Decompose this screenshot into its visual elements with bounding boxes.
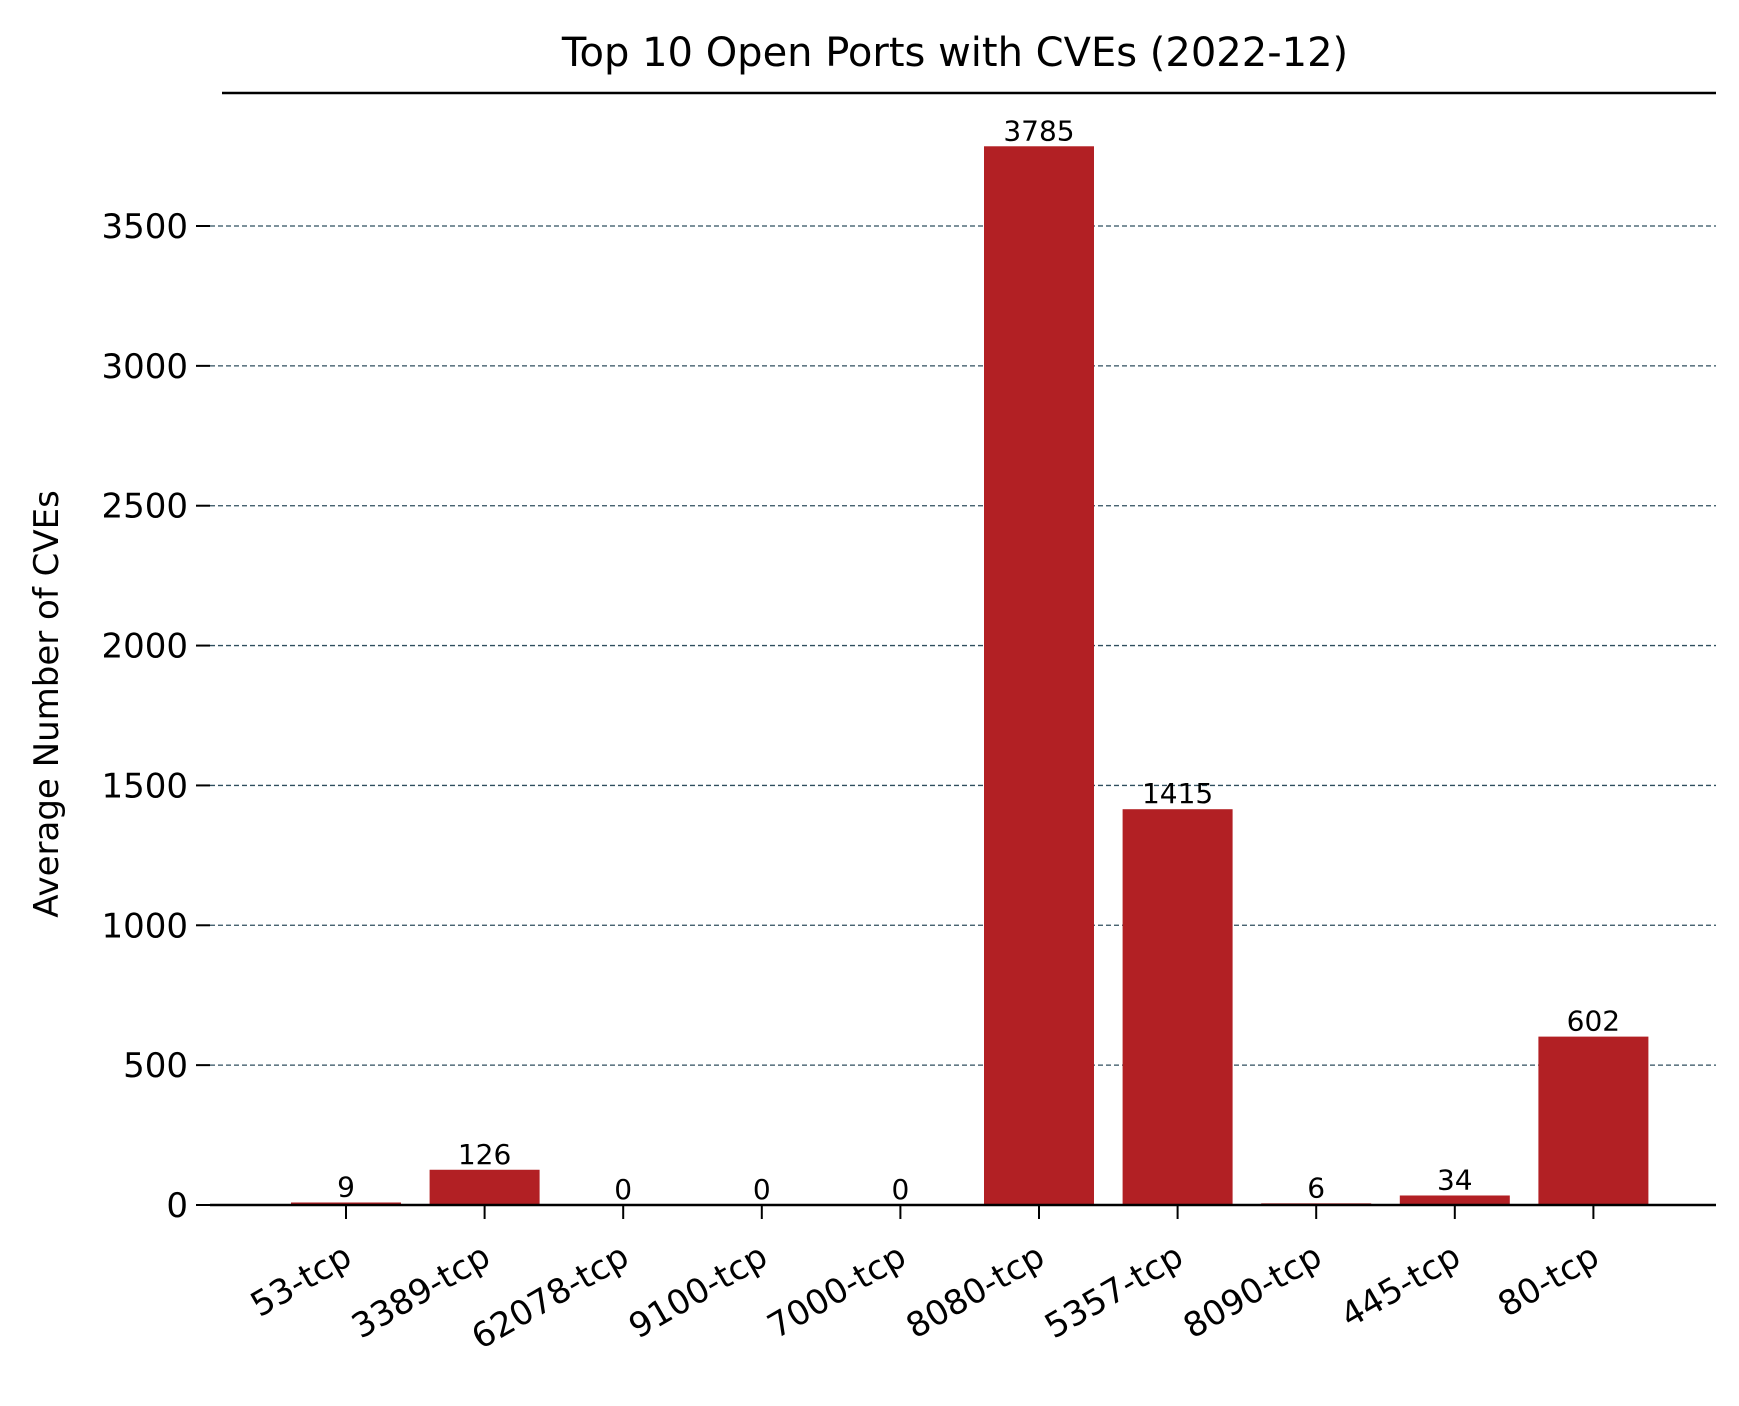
x-tick-label: 9100-tcp xyxy=(622,1236,774,1347)
bars: 9 126 0 0 0 3785 1415 6 34 602 xyxy=(291,114,1649,1206)
x-tick-label: 62078-tcp xyxy=(465,1236,636,1358)
x-tick-label: 80-tcp xyxy=(1491,1236,1606,1325)
data-label: 1415 xyxy=(1142,777,1213,810)
y-tick-label: 3500 xyxy=(101,207,188,247)
y-tick-label: 1000 xyxy=(101,906,188,946)
bar xyxy=(429,1169,540,1205)
data-label: 0 xyxy=(891,1173,909,1206)
x-tick-label: 445-tcp xyxy=(1334,1236,1467,1336)
chart-title: Top 10 Open Ports with CVEs (2022-12) xyxy=(561,30,1348,76)
grid-lines xyxy=(210,225,1716,1066)
x-tick-label: 8090-tcp xyxy=(1177,1236,1329,1347)
y-tick-label: 3000 xyxy=(101,347,188,387)
bar xyxy=(1399,1195,1510,1205)
x-tick-label: 7000-tcp xyxy=(761,1236,913,1347)
y-tick-label: 0 xyxy=(166,1186,188,1226)
data-label: 0 xyxy=(614,1173,632,1206)
bar xyxy=(1122,809,1233,1205)
data-label: 0 xyxy=(753,1173,771,1206)
x-tick-label: 5357-tcp xyxy=(1038,1236,1190,1347)
y-tick-label: 500 xyxy=(123,1046,188,1086)
bar xyxy=(291,1202,401,1205)
data-label: 126 xyxy=(458,1138,511,1171)
bar xyxy=(1538,1036,1649,1205)
data-label: 34 xyxy=(1437,1163,1473,1196)
y-tick-label: 2500 xyxy=(101,487,188,527)
data-label: 602 xyxy=(1567,1005,1620,1038)
data-label: 6 xyxy=(1307,1171,1325,1204)
y-tick-label: 1500 xyxy=(101,766,188,806)
bar xyxy=(984,146,1094,1205)
y-axis-label: Average Number of CVEs xyxy=(27,490,67,918)
data-label: 3785 xyxy=(1003,114,1074,147)
x-tick-label: 53-tcp xyxy=(244,1236,359,1325)
data-label: 9 xyxy=(337,1170,355,1203)
x-tick-label: 8080-tcp xyxy=(900,1236,1052,1347)
y-tick-label: 2000 xyxy=(101,627,188,667)
